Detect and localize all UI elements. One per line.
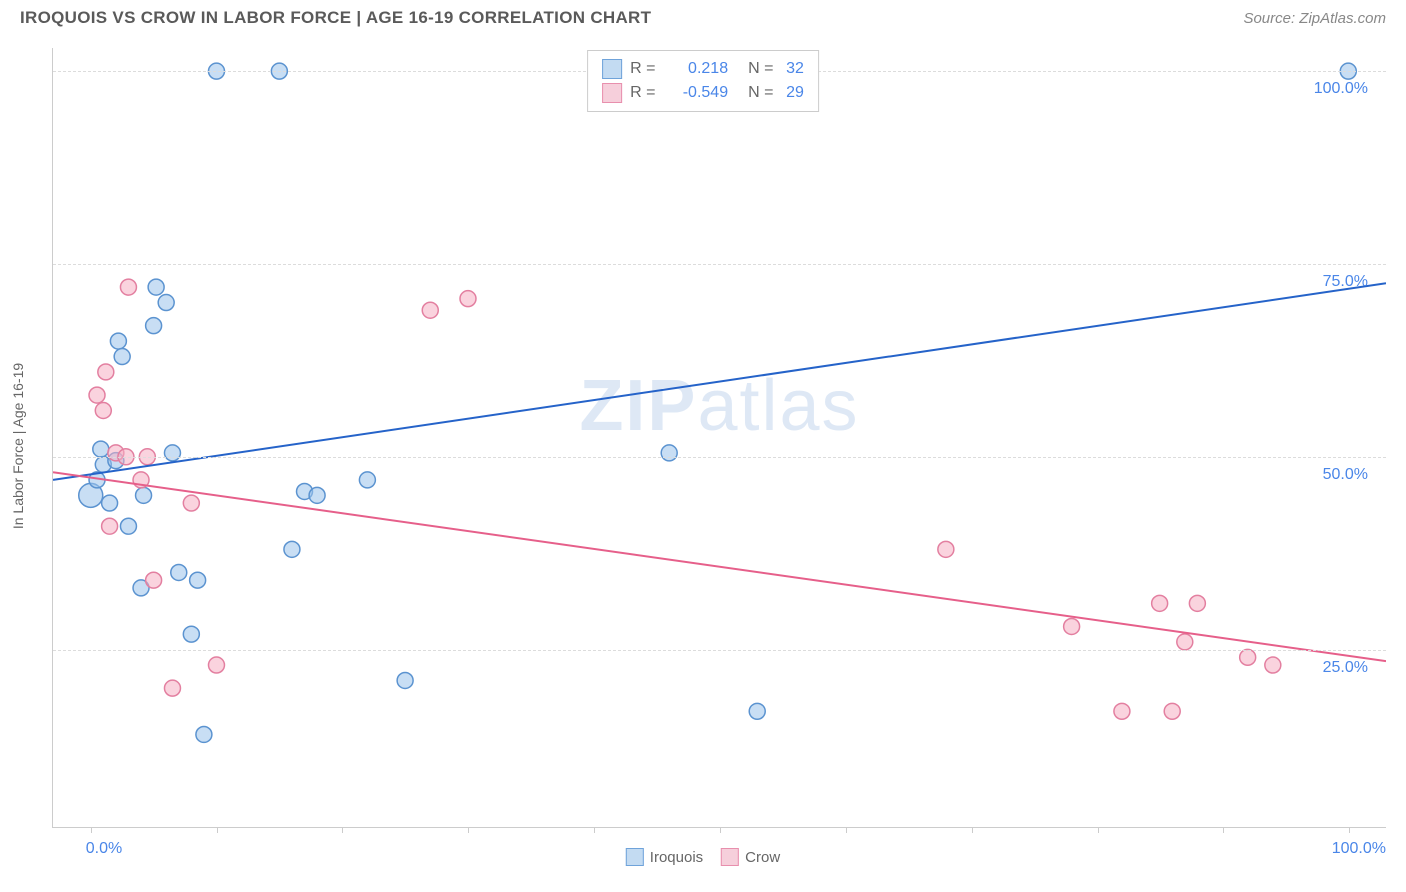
trend-line — [53, 283, 1386, 480]
gridline — [53, 650, 1386, 651]
x-axis-right-label: 100.0% — [1332, 840, 1386, 858]
data-point — [114, 349, 130, 365]
data-point — [102, 518, 118, 534]
legend-item-crow: Crow — [721, 848, 780, 866]
legend-label-crow: Crow — [745, 849, 780, 866]
legend-item-iroquois: Iroquois — [626, 848, 703, 866]
data-point — [422, 302, 438, 318]
data-point — [120, 518, 136, 534]
legend-swatch-crow — [602, 83, 622, 103]
x-tick — [594, 827, 595, 833]
source-label: Source: ZipAtlas.com — [1243, 10, 1386, 27]
legend-row-crow: R = -0.549 N = 29 — [602, 81, 804, 105]
data-point — [108, 453, 124, 469]
data-point — [1064, 618, 1080, 634]
data-point — [95, 403, 111, 419]
gridline — [53, 457, 1386, 458]
data-point — [1240, 649, 1256, 665]
x-tick — [217, 827, 218, 833]
data-point — [297, 484, 313, 500]
y-tick-label: 75.0% — [1323, 273, 1368, 291]
x-tick — [972, 827, 973, 833]
gridline — [53, 264, 1386, 265]
data-point — [749, 703, 765, 719]
n-label: N = — [748, 60, 778, 78]
legend-swatch-crow — [721, 848, 739, 866]
chart-title: IROQUOIS VS CROW IN LABOR FORCE | AGE 16… — [20, 8, 651, 28]
n-value-crow: 29 — [786, 84, 804, 102]
data-point — [171, 564, 187, 580]
data-point — [183, 495, 199, 511]
data-point — [110, 333, 126, 349]
data-point — [1114, 703, 1130, 719]
data-point — [460, 291, 476, 307]
data-point — [196, 726, 212, 742]
y-tick-label: 100.0% — [1314, 80, 1368, 98]
y-tick-label: 25.0% — [1323, 659, 1368, 677]
r-label: R = — [630, 60, 658, 78]
trend-line — [53, 472, 1386, 661]
data-point — [95, 457, 111, 473]
data-point — [158, 295, 174, 311]
data-point — [661, 445, 677, 461]
plot-svg — [53, 48, 1386, 827]
y-tick-label: 50.0% — [1323, 466, 1368, 484]
data-point — [146, 572, 162, 588]
data-point — [102, 495, 118, 511]
data-point — [133, 472, 149, 488]
watermark: ZIPatlas — [579, 365, 859, 447]
data-point — [1189, 595, 1205, 611]
data-point — [79, 483, 103, 507]
data-point — [120, 279, 136, 295]
data-point — [133, 580, 149, 596]
data-point — [309, 487, 325, 503]
x-tick — [342, 827, 343, 833]
data-point — [98, 364, 114, 380]
y-axis-label: In Labor Force | Age 16-19 — [10, 363, 26, 529]
r-value-iroquois: 0.218 — [666, 60, 728, 78]
legend-row-iroquois: R = 0.218 N = 32 — [602, 57, 804, 81]
n-value-iroquois: 32 — [786, 60, 804, 78]
x-tick — [468, 827, 469, 833]
chart-plot-area: ZIPatlas 25.0% 50.0% 75.0% 100.0% — [52, 48, 1386, 828]
r-value-crow: -0.549 — [666, 84, 728, 102]
data-point — [148, 279, 164, 295]
data-point — [208, 657, 224, 673]
x-tick — [1349, 827, 1350, 833]
n-label: N = — [748, 84, 778, 102]
data-point — [1177, 634, 1193, 650]
data-point — [164, 680, 180, 696]
series-legend: Iroquois Crow — [626, 848, 780, 866]
data-point — [284, 541, 300, 557]
r-label: R = — [630, 84, 658, 102]
data-point — [938, 541, 954, 557]
data-point — [89, 387, 105, 403]
data-point — [1265, 657, 1281, 673]
x-tick — [91, 827, 92, 833]
data-point — [164, 445, 180, 461]
data-point — [89, 472, 105, 488]
data-point — [190, 572, 206, 588]
data-point — [1152, 595, 1168, 611]
x-tick — [1098, 827, 1099, 833]
correlation-legend: R = 0.218 N = 32 R = -0.549 N = 29 — [587, 50, 819, 112]
legend-swatch-iroquois — [626, 848, 644, 866]
x-tick — [846, 827, 847, 833]
data-point — [397, 672, 413, 688]
data-point — [93, 441, 109, 457]
legend-label-iroquois: Iroquois — [650, 849, 703, 866]
x-tick — [720, 827, 721, 833]
x-axis-left-label: 0.0% — [86, 840, 122, 858]
x-tick — [1223, 827, 1224, 833]
data-point — [108, 445, 124, 461]
data-point — [1164, 703, 1180, 719]
data-point — [359, 472, 375, 488]
data-point — [183, 626, 199, 642]
data-point — [136, 487, 152, 503]
chart-header: IROQUOIS VS CROW IN LABOR FORCE | AGE 16… — [0, 0, 1406, 38]
legend-swatch-iroquois — [602, 59, 622, 79]
data-point — [146, 318, 162, 334]
